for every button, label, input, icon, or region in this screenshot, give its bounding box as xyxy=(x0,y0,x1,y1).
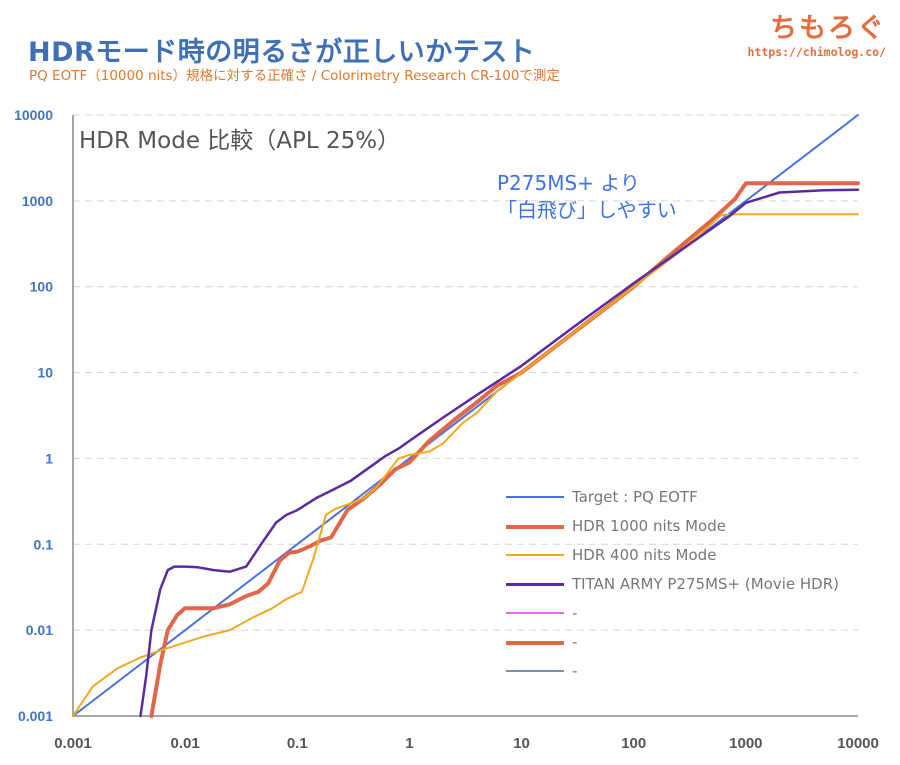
legend-item-3: TITAN ARMY P275MS+ (Movie HDR) xyxy=(506,575,851,594)
y-tick-label-10: 10 xyxy=(37,365,53,381)
y-tick-label-0.01: 0.01 xyxy=(26,622,53,638)
legend-item-1: HDR 1000 nits Mode xyxy=(506,517,851,536)
brand: ちもろぐ https://chimolog.co/ xyxy=(748,6,886,59)
legend-label-6: - xyxy=(572,662,578,680)
legend-swatch-3 xyxy=(506,583,564,586)
legend-item-4: - xyxy=(506,604,851,623)
legend-label-1: HDR 1000 nits Mode xyxy=(572,517,726,535)
x-tick-label-0.01: 0.01 xyxy=(171,735,200,752)
legend-label-4: - xyxy=(572,604,578,622)
chart-legend: Target : PQ EOTF HDR 1000 nits Mode HDR 40… xyxy=(506,488,851,691)
x-tick-label-10: 10 xyxy=(513,735,530,752)
legend-item-5: - xyxy=(506,633,851,652)
x-tick-label-100: 100 xyxy=(621,735,646,752)
page-subtitle: PQ EOTF（10000 nits）規格に対する正確さ / Colorimet… xyxy=(29,68,560,84)
y-tick-label-0.001: 0.001 xyxy=(18,708,53,724)
chart-annotation: P275MS+ より 「白飛び」しやすい xyxy=(497,170,677,224)
chart-title: HDR Mode 比較（APL 25%） xyxy=(79,128,401,154)
legend-swatch-1 xyxy=(506,525,564,529)
legend-item-6: - xyxy=(506,662,851,681)
y-tick-label-10000: 10000 xyxy=(14,107,53,123)
y-tick-label-100: 100 xyxy=(30,279,54,295)
annotation-line-1: P275MS+ より xyxy=(497,171,640,195)
x-tick-label-10000: 10000 xyxy=(837,735,879,752)
legend-swatch-2 xyxy=(506,554,564,556)
legend-label-3: TITAN ARMY P275MS+ (Movie HDR) xyxy=(572,575,839,593)
legend-swatch-4 xyxy=(506,612,564,614)
legend-label-0: Target : PQ EOTF xyxy=(572,488,698,506)
series-line-3 xyxy=(139,188,860,718)
legend-label-5: - xyxy=(572,633,578,651)
y-tick-label-1: 1 xyxy=(45,450,53,466)
x-tick-label-1: 1 xyxy=(405,735,413,752)
legend-item-0: Target : PQ EOTF xyxy=(506,488,851,507)
legend-label-2: HDR 400 nits Mode xyxy=(572,546,717,564)
x-tick-label-0.001: 0.001 xyxy=(54,735,92,752)
page-title: HDRモード時の明るさが正しいかテスト xyxy=(28,37,536,68)
annotation-line-2: 「白飛び」しやすい xyxy=(497,198,677,222)
brand-url: https://chimolog.co/ xyxy=(747,45,886,59)
legend-item-2: HDR 400 nits Mode xyxy=(506,546,851,565)
legend-swatch-0 xyxy=(506,496,564,498)
x-tick-label-0.1: 0.1 xyxy=(287,735,308,752)
y-tick-label-1000: 1000 xyxy=(22,193,53,209)
y-tick-label-0.1: 0.1 xyxy=(34,536,54,552)
legend-swatch-6 xyxy=(506,670,564,672)
x-tick-label-1000: 1000 xyxy=(729,735,762,752)
brand-logo: ちもろぐ xyxy=(770,13,886,44)
legend-swatch-5 xyxy=(506,641,564,645)
